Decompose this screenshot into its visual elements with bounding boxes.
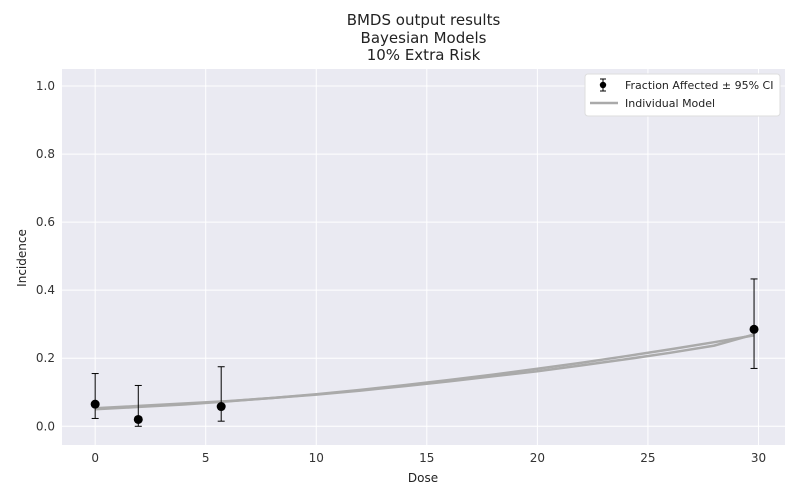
data-point: [133, 414, 143, 424]
y-tick-label: 0.0: [36, 419, 55, 433]
y-tick-labels: 0.0 0.2 0.4 0.6 0.8 1.0: [36, 79, 55, 433]
chart-title-line-2: Bayesian Models: [360, 28, 487, 47]
legend-box: [584, 73, 781, 117]
x-tick-label: 0: [91, 451, 99, 465]
x-tick-label: 20: [530, 451, 545, 465]
data-points: [90, 324, 759, 424]
model-lines: [95, 333, 755, 411]
model-line: [95, 333, 755, 410]
legend: Fraction Affected ± 95% CI Individual Mo…: [584, 73, 781, 117]
data-point: [749, 324, 759, 334]
error-bars: [91, 278, 758, 427]
y-tick-label: 0.2: [36, 351, 55, 365]
legend-point-icon: [599, 81, 607, 89]
x-axis-label: Dose: [408, 471, 438, 485]
x-tick-label: 30: [751, 451, 766, 465]
data-point: [216, 402, 226, 412]
x-tick-labels: 0 5 10 15 20 25 30: [91, 451, 766, 465]
plot-area: [62, 69, 785, 445]
y-tick-label: 0.4: [36, 283, 55, 297]
x-tick-label: 15: [419, 451, 434, 465]
chart-title: BMDS output results Bayesian Models 10% …: [62, 11, 785, 65]
y-tick-label: 1.0: [36, 79, 55, 93]
data-point: [90, 399, 100, 409]
legend-entry-model: Individual Model: [625, 97, 715, 110]
x-tick-label: 5: [202, 451, 210, 465]
x-tick-label: 25: [640, 451, 655, 465]
y-axis-label: Incidence: [15, 229, 29, 287]
x-tick-label: 10: [309, 451, 324, 465]
grid-lines: [62, 69, 785, 445]
legend-entry-observed: Fraction Affected ± 95% CI: [625, 79, 773, 92]
chart-title-line-3: 10% Extra Risk: [366, 46, 481, 64]
y-tick-label: 0.6: [36, 215, 55, 229]
y-tick-label: 0.8: [36, 147, 55, 161]
chart-title-line-1: BMDS output results: [346, 11, 501, 29]
